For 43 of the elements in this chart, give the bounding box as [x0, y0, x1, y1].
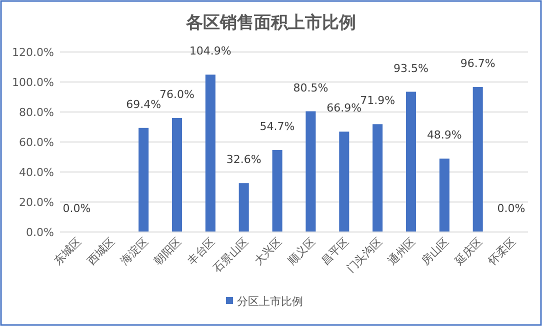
- chart-title: 各区销售面积上市比例: [185, 13, 356, 33]
- bar: [339, 132, 350, 232]
- bar: [306, 111, 316, 232]
- legend-label: 分区上市比例: [237, 295, 303, 308]
- y-tick-label: 40.0%: [19, 166, 54, 179]
- data-label: 69.4%: [126, 98, 162, 111]
- y-tick-label: 80.0%: [19, 106, 54, 119]
- data-label: 0.0%: [62, 202, 91, 215]
- y-tick-label: 0.0%: [26, 226, 54, 239]
- x-tick-label: 朝阳区: [152, 234, 184, 268]
- data-label: 66.9%: [326, 102, 362, 115]
- y-tick-label: 20.0%: [19, 196, 54, 209]
- y-tick-label: 60.0%: [19, 136, 54, 149]
- x-tick-label: 东城区: [51, 234, 84, 268]
- x-tick-label: 大兴区: [252, 234, 284, 268]
- x-tick-label: 延庆区: [452, 234, 485, 268]
- bar: [472, 86, 483, 232]
- y-tick-label: 100.0%: [12, 76, 54, 89]
- data-label: 71.9%: [360, 94, 396, 108]
- bar: [205, 74, 216, 232]
- x-tick-label: 西城区: [84, 234, 118, 268]
- data-label: 80.5%: [293, 81, 328, 94]
- data-label: 96.7%: [460, 56, 496, 70]
- bar: [172, 118, 182, 232]
- x-tick-label: 通州区: [386, 234, 418, 268]
- x-tick-label: 怀柔区: [485, 234, 518, 268]
- x-tick-label: 顺义区: [285, 234, 318, 268]
- data-label: 54.7%: [260, 120, 295, 133]
- data-label: 93.5%: [394, 62, 428, 75]
- bar: [372, 124, 383, 232]
- bar: [238, 183, 249, 232]
- bar: [138, 128, 149, 232]
- data-label: 104.9%: [189, 44, 232, 58]
- data-label: 0.0%: [497, 202, 526, 215]
- data-label: 76.0%: [160, 88, 194, 101]
- y-tick-label: 120.0%: [12, 46, 54, 59]
- data-label: 32.6%: [226, 153, 262, 166]
- data-label: 48.9%: [426, 128, 462, 142]
- bar: [406, 92, 416, 232]
- x-tick-label: 房山区: [419, 234, 452, 268]
- x-tick-label: 海淀区: [118, 234, 151, 268]
- bar: [439, 158, 450, 232]
- bar: [272, 150, 282, 232]
